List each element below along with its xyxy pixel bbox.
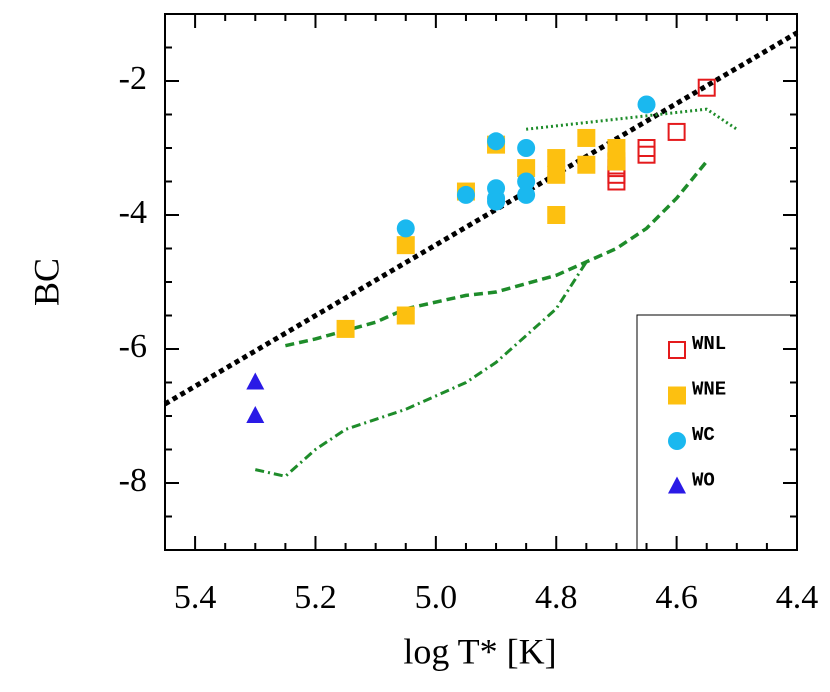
marker: [487, 192, 506, 211]
marker: [517, 185, 536, 204]
legend-box: [636, 314, 797, 550]
y-axis-label: BC: [26, 258, 66, 306]
x-tick-label: 4.6: [655, 579, 698, 616]
marker: [246, 372, 265, 390]
marker: [637, 139, 656, 157]
y-tick-label: -8: [119, 462, 147, 499]
marker: [607, 152, 626, 171]
marker: [396, 219, 415, 238]
legend-label: WO: [692, 470, 715, 492]
x-tick-label: 5.0: [415, 579, 458, 616]
marker: [637, 145, 656, 164]
curve: [254, 261, 588, 478]
marker: [456, 185, 475, 204]
marker: [487, 132, 506, 151]
marker: [547, 165, 566, 184]
legend-marker: [668, 476, 686, 494]
marker: [637, 95, 656, 114]
y-tick-label: -6: [119, 328, 147, 365]
x-tick-label: 5.2: [294, 579, 337, 616]
marker: [396, 306, 415, 325]
curve: [525, 107, 738, 131]
marker: [607, 172, 626, 191]
curve: [285, 160, 709, 348]
legend-marker: [668, 341, 686, 359]
legend-label: WNL: [692, 333, 726, 355]
plot-frame: [164, 13, 798, 551]
x-tick-label: 4.4: [776, 579, 819, 616]
y-tick-label: -4: [119, 194, 147, 231]
legend-marker: [668, 432, 686, 450]
marker: [517, 159, 536, 178]
marker: [697, 78, 716, 97]
marker: [547, 206, 566, 224]
marker: [336, 319, 355, 338]
marker: [667, 122, 686, 141]
marker: [517, 172, 536, 191]
x-tick-label: 5.4: [174, 579, 217, 616]
legend-label: WC: [692, 424, 715, 446]
marker: [577, 128, 596, 147]
legend-marker: [668, 386, 686, 405]
x-tick-label: 4.8: [535, 579, 578, 616]
marker: [517, 139, 536, 157]
legend-label: WNE: [692, 379, 726, 401]
marker: [577, 155, 596, 174]
x-axis-label: log T* [K]: [403, 631, 556, 671]
marker: [246, 406, 265, 423]
marker: [547, 149, 566, 168]
marker: [396, 236, 415, 255]
y-tick-label: -2: [119, 60, 147, 97]
